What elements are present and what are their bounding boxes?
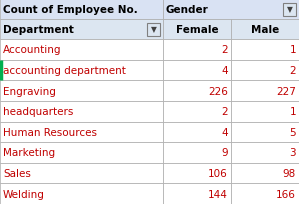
Text: 166: 166 <box>276 189 296 199</box>
Text: 98: 98 <box>283 168 296 178</box>
Bar <box>163 20 231 40</box>
Bar <box>231 163 299 183</box>
Bar <box>0 142 163 163</box>
Text: 5: 5 <box>289 127 296 137</box>
Bar <box>231 101 299 122</box>
Bar <box>0 122 163 142</box>
Bar <box>147 23 160 36</box>
Text: 4: 4 <box>221 127 228 137</box>
Text: 2: 2 <box>289 66 296 75</box>
Bar <box>163 40 231 60</box>
Bar <box>163 163 231 183</box>
Bar <box>231 60 299 81</box>
Text: 9: 9 <box>221 148 228 158</box>
Text: accounting department: accounting department <box>3 66 126 75</box>
Text: 106: 106 <box>208 168 228 178</box>
Text: 1: 1 <box>289 107 296 117</box>
Text: 2: 2 <box>221 45 228 55</box>
Bar <box>231 20 299 40</box>
Bar <box>231 142 299 163</box>
Text: Gender: Gender <box>166 5 209 15</box>
Text: 4: 4 <box>221 66 228 75</box>
Text: Engraving: Engraving <box>3 86 56 96</box>
Text: Marketing: Marketing <box>3 148 55 158</box>
Bar <box>163 81 231 101</box>
Text: ▼: ▼ <box>286 6 292 14</box>
Text: 144: 144 <box>208 189 228 199</box>
Text: 1: 1 <box>289 45 296 55</box>
Text: headquarters: headquarters <box>3 107 73 117</box>
Text: 226: 226 <box>208 86 228 96</box>
Bar <box>231 183 299 204</box>
Bar <box>163 101 231 122</box>
Bar <box>231 81 299 101</box>
Text: Count of Employee No.: Count of Employee No. <box>3 5 138 15</box>
Bar <box>163 142 231 163</box>
Text: ▼: ▼ <box>151 25 156 34</box>
Text: Male: Male <box>251 25 279 35</box>
Text: Sales: Sales <box>3 168 31 178</box>
Bar <box>0 101 163 122</box>
Text: Welding: Welding <box>3 189 45 199</box>
Text: Human Resources: Human Resources <box>3 127 97 137</box>
Bar <box>231 40 299 60</box>
Text: 2: 2 <box>221 107 228 117</box>
Text: 3: 3 <box>289 148 296 158</box>
Bar <box>163 183 231 204</box>
Bar <box>0 183 163 204</box>
Bar <box>0 163 163 183</box>
Text: 227: 227 <box>276 86 296 96</box>
Bar <box>163 0 299 20</box>
Text: Accounting: Accounting <box>3 45 62 55</box>
Bar <box>0 60 163 81</box>
Bar <box>0 81 163 101</box>
Bar <box>283 3 296 16</box>
Text: Female: Female <box>176 25 218 35</box>
Text: Department: Department <box>3 25 74 35</box>
Bar <box>231 122 299 142</box>
Bar <box>0 20 163 40</box>
Bar <box>163 60 231 81</box>
Bar <box>0 0 163 20</box>
Bar <box>163 122 231 142</box>
Bar <box>0 40 163 60</box>
